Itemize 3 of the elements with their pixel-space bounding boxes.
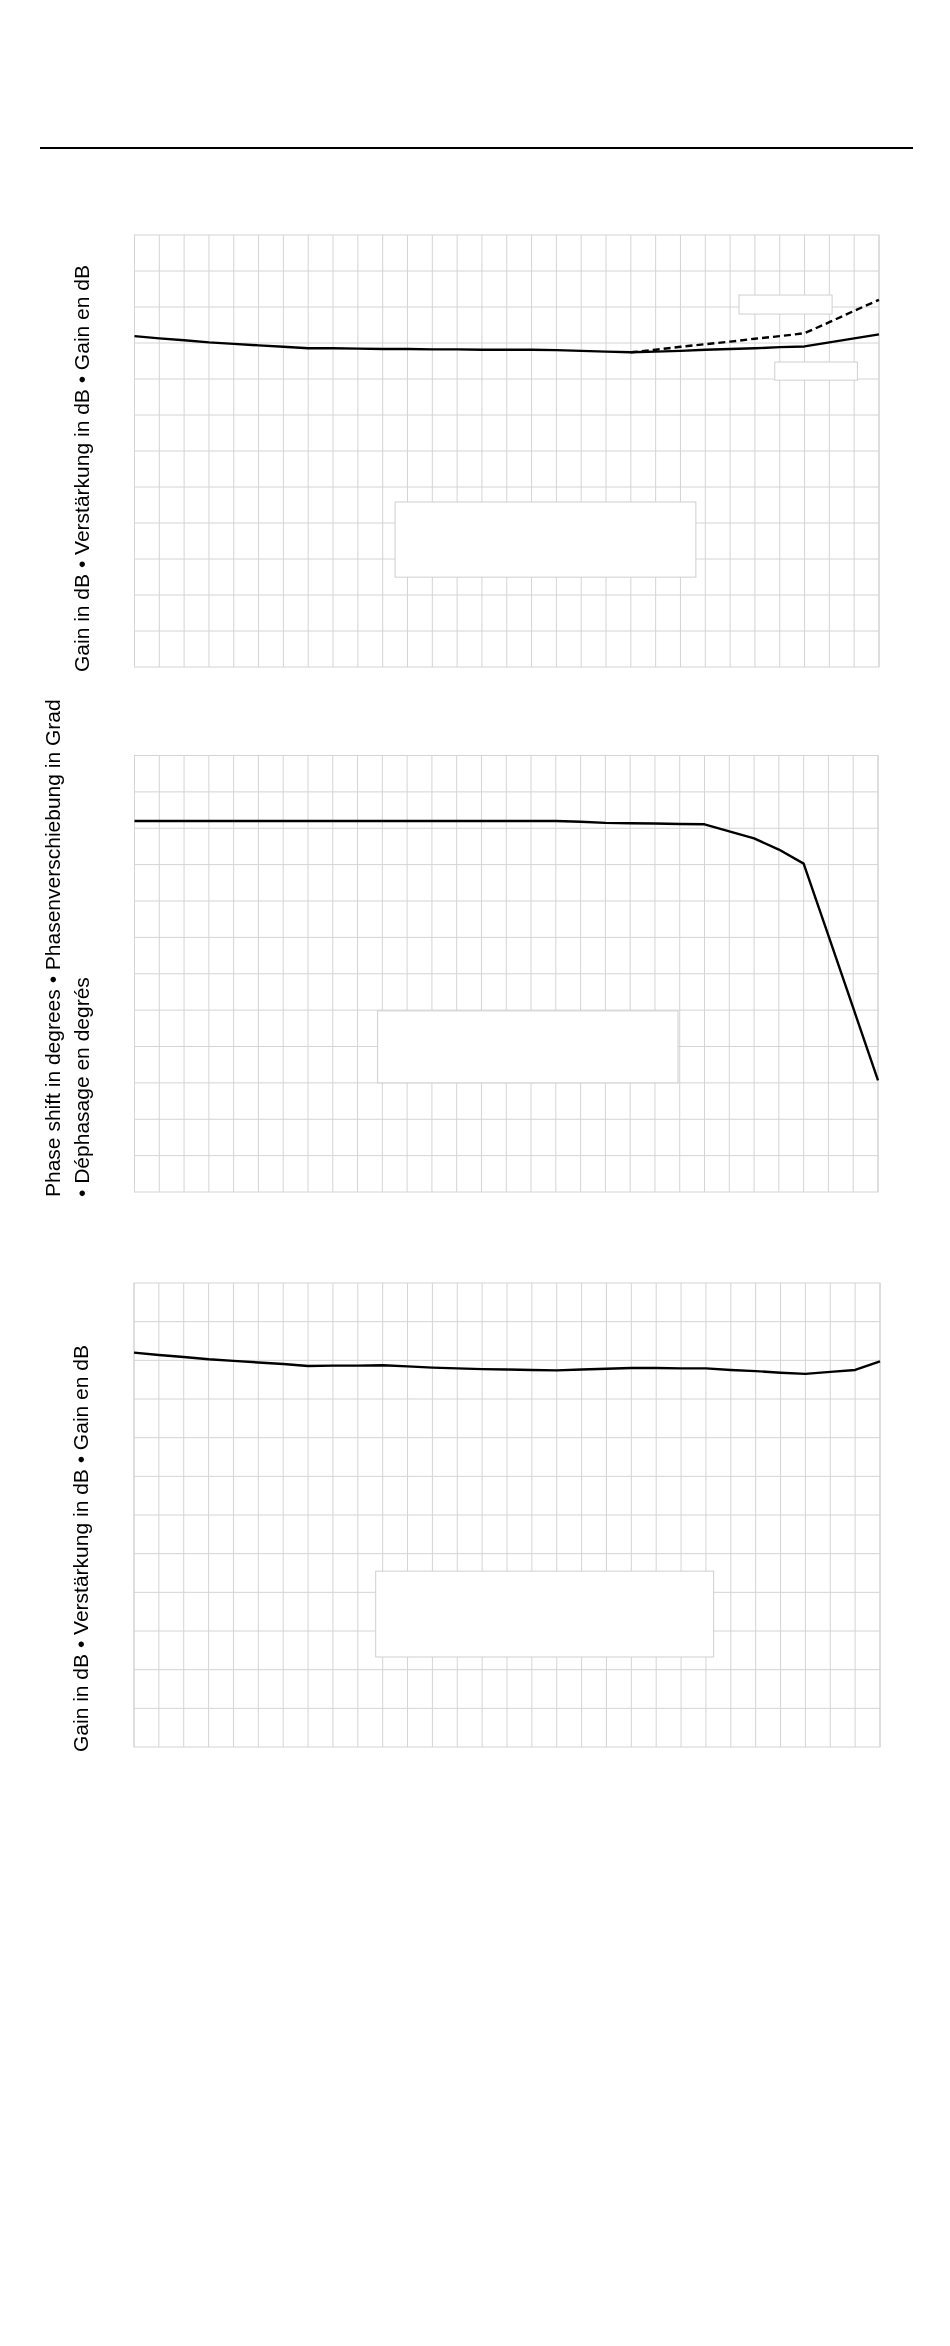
y-axis-title: Gain in dB • Verstärkung in dB • Gain en dB [68,1345,92,1752]
y-axis-title: Gain in dB • Verstärkung in dB • Gain en dB [69,265,92,672]
y-axis-title: Phase shift in degrees • Phasenverschiebung in Grad • Déphasage en degrés [40,699,92,1197]
